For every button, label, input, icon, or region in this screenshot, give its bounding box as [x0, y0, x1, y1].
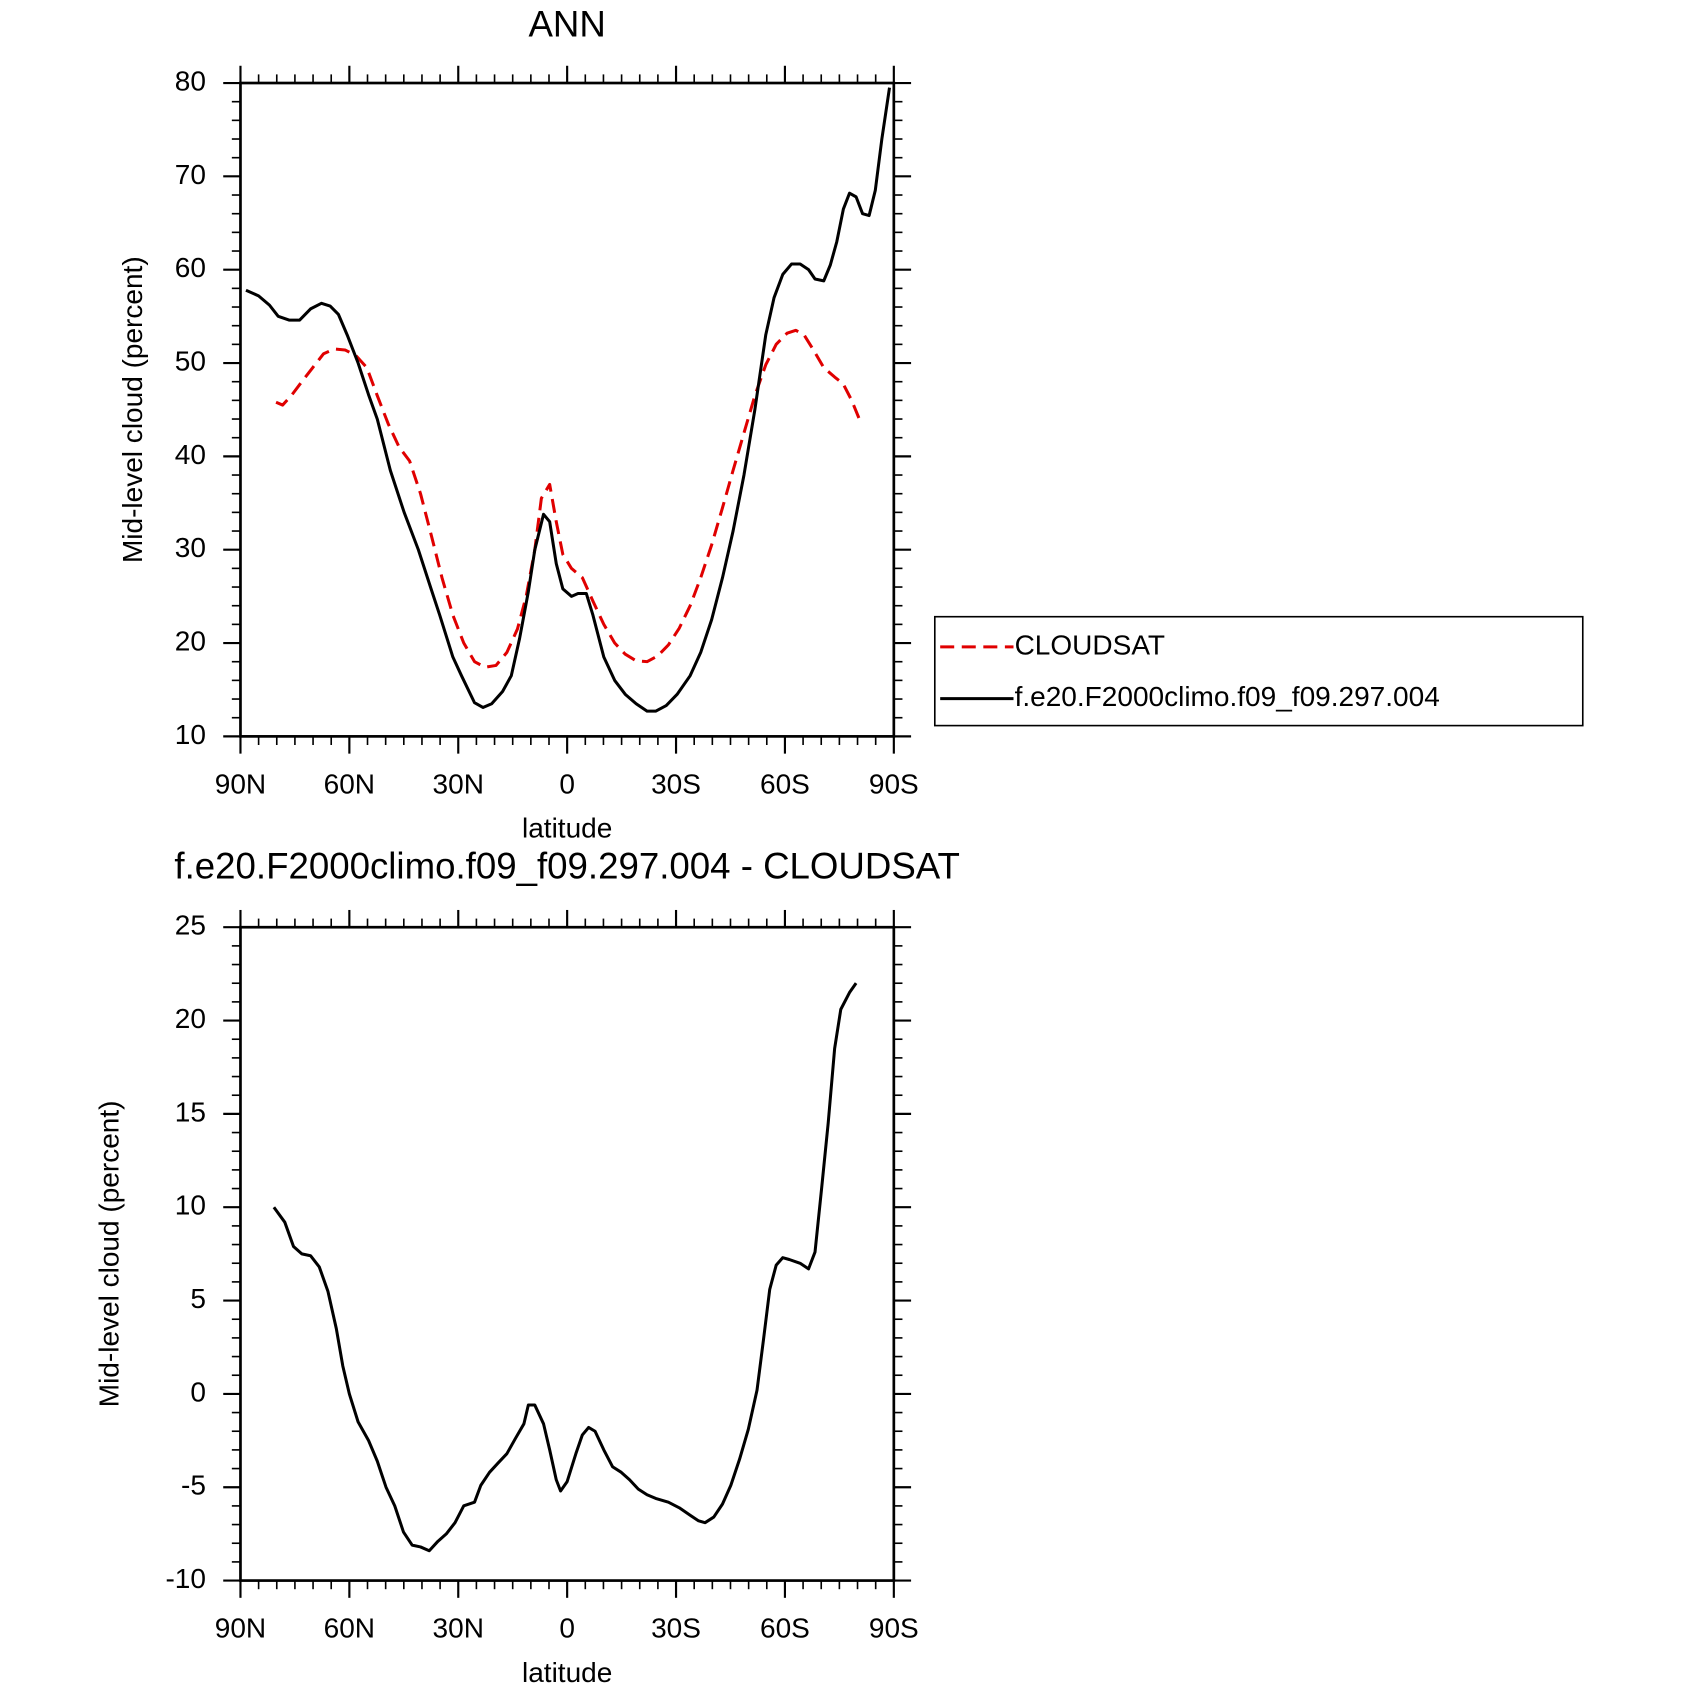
x-tick-label: 60N	[324, 1613, 375, 1644]
x-axis-label: latitude	[522, 1657, 612, 1683]
y-tick-label: 10	[175, 1190, 206, 1221]
y-axis-label: Mid-level cloud (percent)	[93, 1101, 124, 1408]
y-axis-label: Mid-level cloud (percent)	[117, 256, 148, 563]
x-tick-label: 30S	[651, 1613, 701, 1644]
y-tick-label: 80	[175, 65, 206, 96]
x-tick-label: 30S	[651, 768, 701, 799]
y-tick-label: 20	[175, 625, 206, 656]
y-tick-label: 25	[175, 910, 206, 941]
y-tick-label: 60	[175, 252, 206, 283]
x-axis-label: latitude	[522, 813, 612, 844]
y-tick-label: 70	[175, 159, 206, 190]
x-tick-label: 30N	[433, 768, 484, 799]
legend-box	[933, 615, 1584, 727]
y-tick-label: -5	[181, 1470, 206, 1501]
x-tick-label: 90N	[215, 768, 266, 799]
data-line	[275, 328, 861, 669]
x-tick-label: 90S	[869, 768, 919, 799]
y-tick-label: 10	[175, 719, 206, 750]
legend-label: CLOUDSAT	[1015, 629, 1165, 660]
x-tick-label: 60S	[760, 768, 810, 799]
y-tick-label: -10	[165, 1563, 206, 1594]
plot-frame	[239, 81, 896, 738]
chart-title: ANN	[528, 4, 605, 45]
x-tick-label: 0	[559, 768, 575, 799]
plot-frame	[239, 925, 896, 1582]
y-tick-label: 20	[175, 1003, 206, 1034]
y-tick-label: 15	[175, 1096, 206, 1127]
x-tick-label: 30N	[433, 1613, 484, 1644]
x-tick-label: 0	[559, 1613, 575, 1644]
data-line	[245, 87, 892, 713]
x-tick-label: 60N	[324, 768, 375, 799]
legend-label: f.e20.F2000climo.f09_f09.297.004	[1015, 681, 1440, 712]
y-tick-label: 30	[175, 532, 206, 563]
x-tick-label: 60S	[760, 1613, 810, 1644]
y-tick-label: 50	[175, 345, 206, 376]
y-tick-label: 40	[175, 439, 206, 470]
data-line	[272, 982, 858, 1553]
chart-title: f.e20.F2000climo.f09_f09.297.004 - CLOUD…	[174, 846, 959, 887]
x-tick-label: 90N	[215, 1613, 266, 1644]
y-tick-label: 5	[190, 1283, 206, 1314]
x-tick-label: 90S	[869, 1613, 919, 1644]
y-tick-label: 0	[190, 1376, 206, 1407]
